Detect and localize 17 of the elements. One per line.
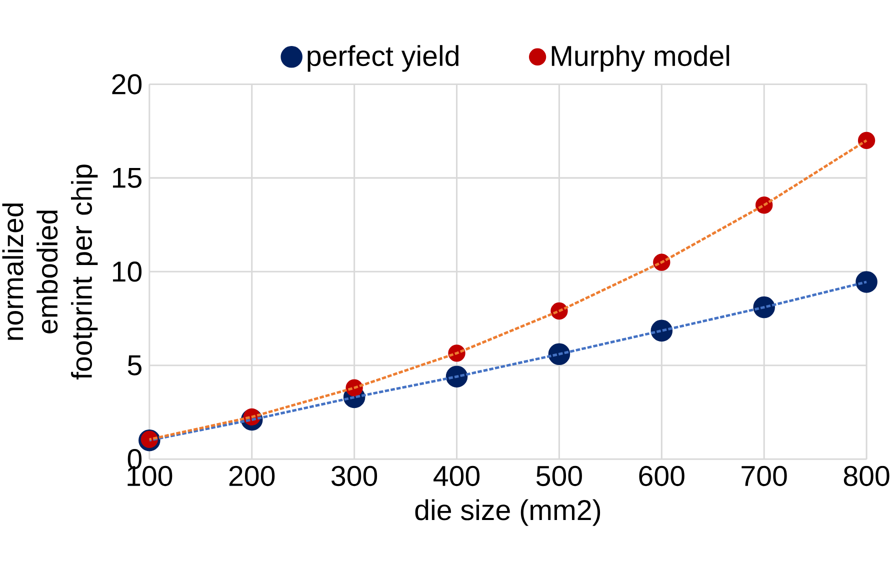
legend-label: perfect yield xyxy=(308,45,458,72)
y-tick-label: 20 xyxy=(112,74,142,94)
y-tick-label: 5 xyxy=(128,355,142,376)
x-tick-label: 200 xyxy=(229,466,275,486)
x-tick-label: 500 xyxy=(536,466,582,486)
x-tick-label: 700 xyxy=(742,466,787,486)
y-tick-label: 10 xyxy=(112,261,142,282)
legend-label: Murphy model xyxy=(552,45,730,72)
x-axis-title: die size (mm2) xyxy=(415,499,600,526)
y-axis-title: normalized embodied footprint per chip xyxy=(2,164,98,380)
x-tick-label: 600 xyxy=(639,466,684,486)
point xyxy=(858,132,876,149)
point xyxy=(856,270,878,293)
x-tick-label: 400 xyxy=(434,466,480,486)
x-tick-label: 800 xyxy=(844,466,890,486)
y-tick-label: 15 xyxy=(112,168,142,188)
x-tick-label: 300 xyxy=(331,466,378,486)
